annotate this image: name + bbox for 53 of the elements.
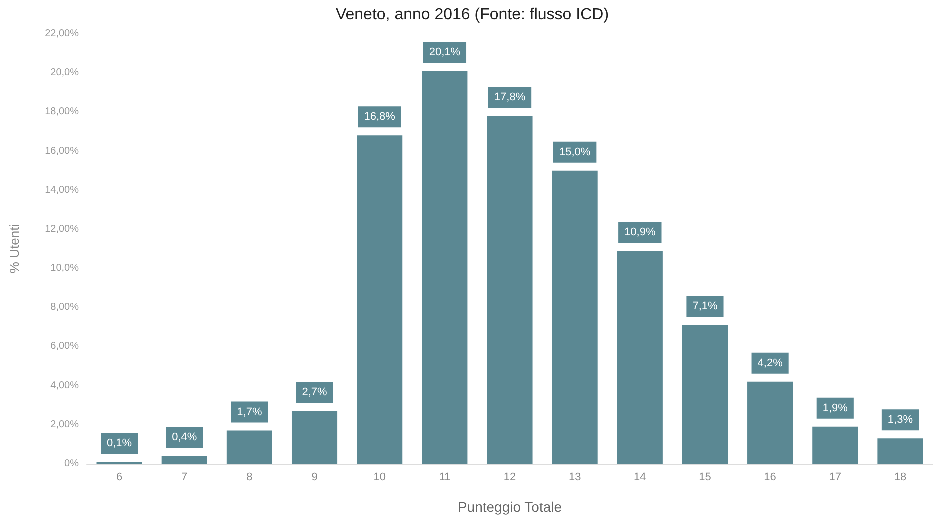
bar xyxy=(226,430,272,464)
bar xyxy=(422,71,468,464)
bar xyxy=(292,411,338,464)
bar xyxy=(812,426,858,464)
x-tick-label: 9 xyxy=(312,472,318,484)
x-tick-label: 11 xyxy=(439,472,451,484)
bar xyxy=(487,116,533,464)
y-tick-label: 22,00% xyxy=(45,28,80,40)
data-label: 15,0% xyxy=(559,146,591,158)
chart-title: Veneto, anno 2016 (Fonte: flusso ICD) xyxy=(336,6,610,24)
y-tick-label: 6,00% xyxy=(50,341,80,352)
x-tick-label: 6 xyxy=(116,472,123,484)
x-tick-label: 18 xyxy=(894,472,907,484)
data-label: 10,9% xyxy=(624,226,656,238)
y-tick-label: 14,00% xyxy=(45,184,80,196)
x-tick-label: 17 xyxy=(829,472,842,484)
data-label: 16,8% xyxy=(364,111,396,124)
data-label: 0,1% xyxy=(107,438,132,450)
x-tick-label: 12 xyxy=(504,472,516,484)
x-tick-label: 14 xyxy=(634,472,646,484)
y-tick-label: 4,00% xyxy=(50,380,80,392)
bar xyxy=(617,250,663,464)
data-label: 7,1% xyxy=(692,300,718,313)
data-label: 17,8% xyxy=(494,92,526,104)
x-axis-title: Punteggio Totale xyxy=(458,499,562,515)
data-label: 1,9% xyxy=(822,402,848,414)
y-tick-label: 8,00% xyxy=(50,302,80,314)
data-label: 20,1% xyxy=(429,46,461,59)
bar xyxy=(552,170,598,464)
y-axis-title: % Utenti xyxy=(7,224,22,274)
bar xyxy=(878,438,924,464)
x-tick-label: 10 xyxy=(374,472,386,484)
y-tick-label: 20,0% xyxy=(50,68,80,79)
y-tick-label: 12,00% xyxy=(45,224,80,235)
bar xyxy=(748,382,794,464)
bar xyxy=(682,325,728,464)
data-label: 0,4% xyxy=(172,432,198,444)
x-tick-label: 8 xyxy=(246,472,253,484)
data-label: 1,3% xyxy=(888,414,914,426)
bar xyxy=(162,456,208,464)
x-tick-label: 16 xyxy=(764,472,776,484)
data-label: 1,7% xyxy=(237,406,262,418)
y-tick-label: 18,00% xyxy=(45,106,80,118)
y-tick-label: 16,00% xyxy=(45,146,80,157)
y-tick-label: 2,00% xyxy=(50,419,80,430)
x-tick-label: 15 xyxy=(699,472,712,484)
data-label: 2,7% xyxy=(302,386,328,399)
y-tick-label: 10,0% xyxy=(50,263,80,274)
y-tick-label: 0% xyxy=(64,458,80,470)
x-tick-label: 13 xyxy=(568,472,582,484)
bar xyxy=(357,136,403,464)
data-label: 4,2% xyxy=(758,357,784,370)
x-tick-label: 7 xyxy=(182,472,188,484)
